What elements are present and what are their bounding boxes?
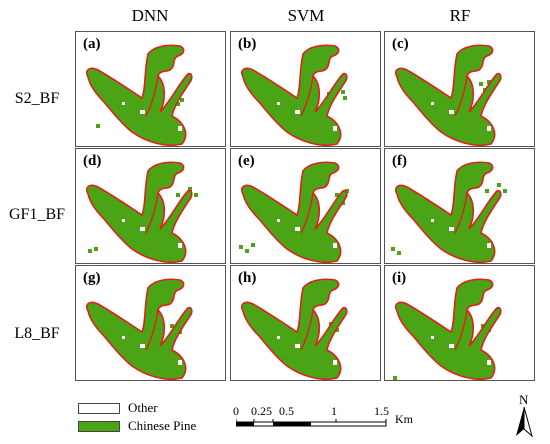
panel-letter-i: (i) bbox=[392, 270, 407, 286]
north-label: N bbox=[519, 392, 529, 407]
study-area-boundary bbox=[240, 278, 348, 380]
map-panel-g: (g) bbox=[75, 265, 226, 381]
study-area-boundary bbox=[394, 278, 502, 380]
scale-label-0-5: 0.5 bbox=[279, 404, 294, 418]
study-area-boundary bbox=[394, 161, 502, 263]
legend-swatch-other bbox=[78, 403, 120, 414]
scale-label-0-25: 0.25 bbox=[251, 404, 272, 418]
panel-letter-e: (e) bbox=[238, 153, 255, 169]
scale-bar bbox=[236, 419, 387, 427]
legend-swatch-pine bbox=[78, 421, 120, 432]
study-area-map bbox=[391, 161, 507, 263]
panel-letter-b: (b) bbox=[238, 36, 257, 52]
study-area-map bbox=[240, 44, 348, 146]
scale-unit: Km bbox=[395, 412, 413, 426]
panel-letter-g: (g) bbox=[83, 270, 101, 286]
north-arrow: N bbox=[512, 392, 542, 438]
study-area-map bbox=[85, 278, 193, 380]
study-area-boundary bbox=[85, 44, 193, 146]
row-label-gf1: GF1_BF bbox=[8, 206, 66, 223]
map-panel-f: (f) bbox=[384, 148, 535, 264]
scale-bar-segment-1 bbox=[236, 422, 254, 426]
study-area-boundary bbox=[85, 161, 193, 263]
study-area-map bbox=[85, 44, 193, 146]
study-area-map bbox=[85, 161, 198, 263]
panel-letter-f: (f) bbox=[392, 153, 407, 169]
study-area-map bbox=[394, 44, 502, 146]
north-arrow-icon bbox=[516, 406, 533, 438]
map-panel-e: (e) bbox=[230, 148, 381, 264]
map-panel-a: (a) bbox=[75, 31, 226, 147]
legend-label-other: Other bbox=[128, 400, 158, 415]
row-label-s2: S2_BF bbox=[14, 90, 60, 107]
study-area-map bbox=[239, 161, 349, 263]
panel-letter-h: (h) bbox=[238, 270, 257, 286]
map-panel-d: (d) bbox=[75, 148, 226, 264]
scale-label-0: 0 bbox=[233, 404, 239, 418]
study-area-boundary bbox=[394, 44, 502, 146]
column-label-rf: RF bbox=[449, 6, 471, 25]
study-area-boundary bbox=[85, 278, 193, 380]
panel-letter-d: (d) bbox=[83, 153, 102, 169]
map-panel-c: (c) bbox=[384, 31, 535, 147]
map-panel-h: (h) bbox=[230, 265, 381, 381]
column-label-dnn: DNN bbox=[131, 6, 169, 25]
scale-label-1: 1 bbox=[331, 404, 337, 418]
column-label-svm: SVM bbox=[287, 6, 325, 25]
scale-label-1-5: 1.5 bbox=[374, 404, 389, 418]
legend-item-other: Other bbox=[78, 400, 238, 416]
study-area-map bbox=[240, 278, 348, 380]
panel-letter-c: (c) bbox=[392, 36, 409, 52]
panel-letter-a: (a) bbox=[83, 36, 101, 52]
study-area-boundary bbox=[240, 44, 348, 146]
scale-bar-segment-2 bbox=[273, 422, 311, 426]
map-panel-b: (b) bbox=[230, 31, 381, 147]
study-area-boundary bbox=[240, 161, 348, 263]
study-area-map bbox=[393, 278, 502, 380]
legend-item-pine: Chinese Pine bbox=[78, 418, 238, 434]
legend-label-pine: Chinese Pine bbox=[128, 418, 197, 433]
row-label-l8: L8_BF bbox=[14, 325, 60, 342]
map-panel-i: (i) bbox=[384, 265, 535, 381]
